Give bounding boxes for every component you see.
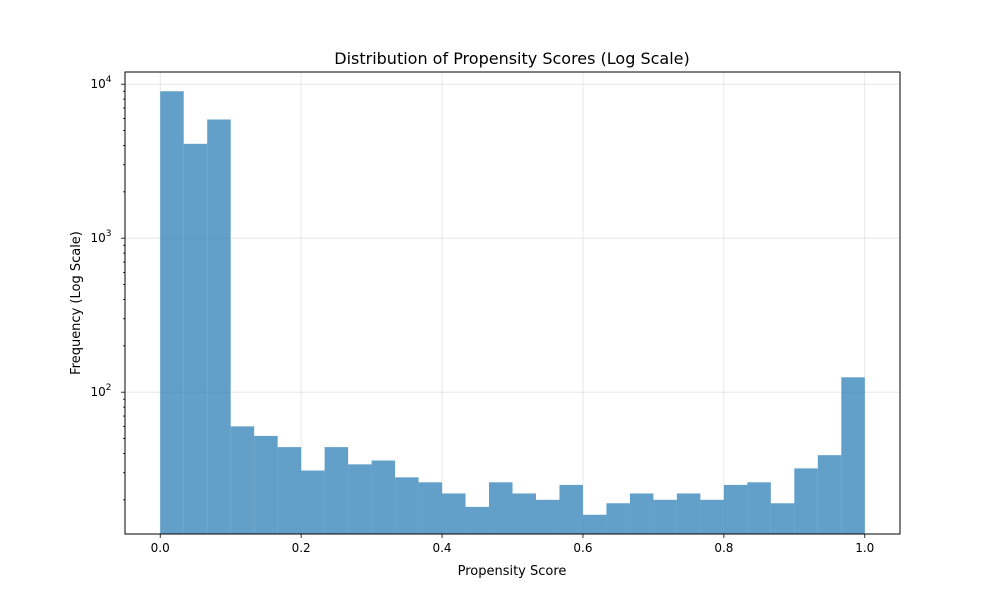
histogram-bar	[207, 119, 231, 535]
histogram-bar	[277, 447, 302, 534]
histogram-bar	[653, 499, 677, 534]
histogram-bar	[841, 377, 865, 534]
x-tick-label: 1.0	[855, 541, 874, 555]
x-tick-label: 0.6	[573, 541, 592, 555]
histogram-bar	[770, 503, 795, 534]
grid-lines	[125, 72, 900, 534]
histogram-bar	[512, 493, 536, 534]
x-tick-label: 0.0	[151, 541, 170, 555]
histogram-bar	[254, 435, 278, 534]
histogram-bar	[395, 477, 419, 534]
histogram-bar	[183, 143, 208, 534]
histogram-bar	[418, 482, 443, 534]
y-tick-base: 10	[90, 77, 105, 91]
x-tick-label: 0.4	[432, 541, 451, 555]
histogram-bar	[230, 426, 255, 534]
x-axis-label: Propensity Score	[458, 564, 567, 579]
y-tick-label: 102	[90, 383, 111, 399]
plot-frame	[124, 71, 901, 535]
histogram-bar	[371, 460, 396, 534]
histogram-bar	[465, 506, 490, 534]
histogram-bar	[301, 470, 325, 534]
histogram-bar	[676, 493, 701, 534]
y-tick-label: 103	[90, 229, 111, 245]
histogram-bar	[559, 484, 583, 534]
y-tick-base: 10	[90, 385, 105, 399]
histogram-bars	[160, 91, 865, 535]
histogram-bar	[606, 503, 630, 534]
y-tick-label: 104	[90, 75, 111, 91]
histogram-bar	[723, 484, 748, 534]
histogram-bar	[817, 455, 842, 534]
histogram-bar	[489, 482, 513, 534]
y-tick-exponent: 4	[106, 75, 112, 85]
histogram-bar	[700, 499, 724, 534]
y-tick-exponent: 2	[106, 383, 112, 393]
y-tick-exponent: 3	[106, 229, 112, 239]
histogram-bar	[442, 493, 466, 534]
x-axis-ticks: 0.0 0.2 0.4 0.6 0.8 1.0	[151, 534, 874, 555]
y-tick-base: 10	[90, 231, 105, 245]
histogram-bar	[324, 447, 349, 534]
histogram-bar	[747, 482, 771, 534]
histogram-bar	[794, 468, 818, 534]
x-tick-label: 0.2	[292, 541, 311, 555]
histogram-bar	[629, 493, 654, 534]
histogram-bar	[582, 514, 607, 534]
histogram-bar	[160, 91, 184, 534]
histogram-bar	[348, 464, 372, 534]
chart-title: Distribution of Propensity Scores (Log S…	[334, 49, 690, 68]
histogram-bar	[535, 499, 560, 534]
x-tick-label: 0.8	[714, 541, 733, 555]
y-axis-label: Frequency (Log Scale)	[69, 231, 84, 375]
